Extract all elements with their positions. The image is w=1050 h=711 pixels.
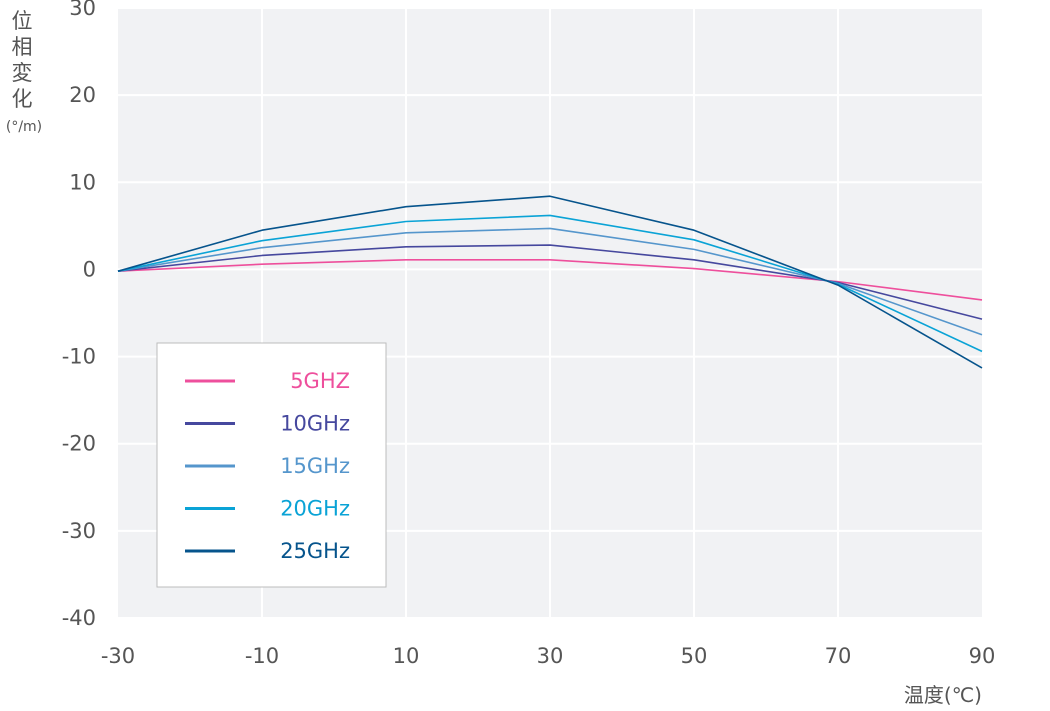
y-axis-label-char-4: 化 [12, 87, 33, 111]
y-tick-label: 10 [69, 170, 96, 194]
y-tick-label: -30 [62, 519, 96, 543]
legend-label-10ghz: 10GHz [280, 412, 350, 436]
y-tick-label: -20 [62, 432, 96, 456]
y-tick-label: -40 [62, 606, 96, 630]
x-tick-labels: -30 -10 10 30 50 70 90 [101, 644, 996, 668]
series-line-10ghz [117, 244, 983, 320]
y-tick-label: 30 [69, 0, 96, 20]
series-line-20ghz [117, 214, 983, 353]
y-tick-labels: 30 20 10 0 -10 -20 -30 -40 [62, 0, 96, 630]
x-tick-label: 90 [969, 644, 996, 668]
y-axis-label-char-2: 相 [12, 35, 33, 59]
legend-label-15ghz: 15GHz [280, 454, 350, 478]
legend: 5GHZ 10GHz 15GHz 20GHz 25GHz [156, 342, 387, 588]
y-tick-label: 0 [83, 257, 96, 281]
series-line-15ghz [117, 227, 983, 336]
series-lines [117, 195, 983, 369]
x-tick-label: 30 [537, 644, 564, 668]
y-tick-label: 20 [69, 83, 96, 107]
x-axis-label: 温度(℃) [904, 683, 982, 707]
y-axis-label: 位 相 変 化 (°/m) [6, 9, 42, 135]
grid [118, 7, 982, 619]
y-axis-label-char-1: 位 [12, 9, 33, 33]
legend-label-20ghz: 20GHz [280, 497, 350, 521]
x-tick-label: 70 [825, 644, 852, 668]
x-tick-label: -30 [101, 644, 135, 668]
y-axis-label-char-3: 変 [12, 61, 33, 85]
y-tick-label: -10 [62, 345, 96, 369]
y-axis-unit: (°/m) [6, 119, 42, 135]
series-line-25ghz [117, 195, 983, 369]
legend-label-5ghz: 5GHZ [290, 369, 350, 393]
x-tick-label: 10 [393, 644, 420, 668]
series-line-5ghz [117, 259, 983, 301]
x-tick-label: -10 [245, 644, 279, 668]
legend-items: 5GHZ 10GHz 15GHz 20GHz 25GHz [185, 369, 350, 563]
x-tick-label: 50 [681, 644, 708, 668]
legend-label-25ghz: 25GHz [280, 539, 350, 563]
